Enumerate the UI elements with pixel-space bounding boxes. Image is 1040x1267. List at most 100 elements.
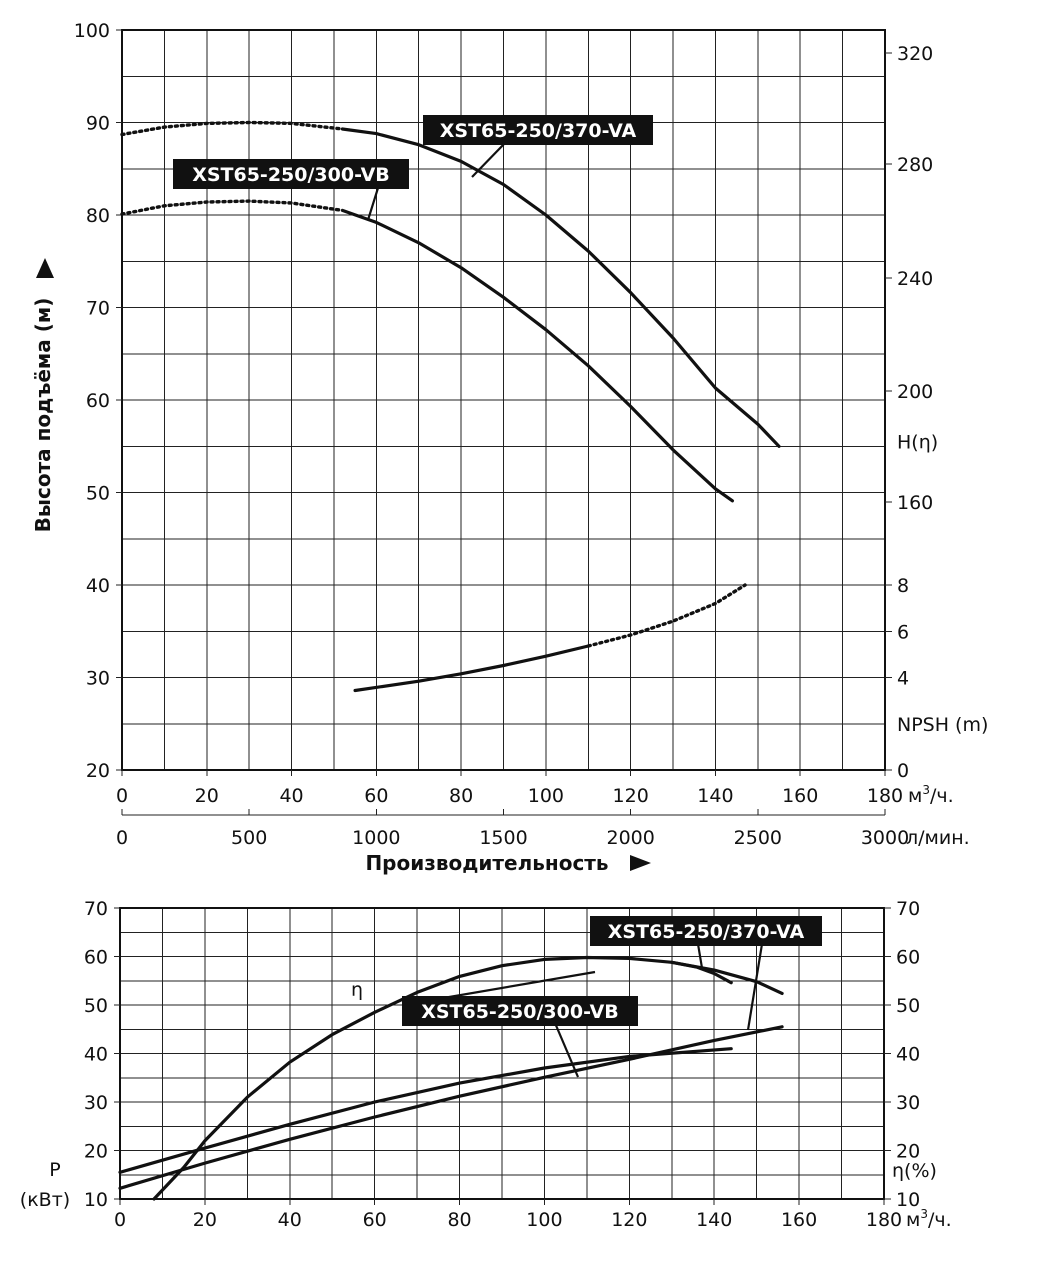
eta-axis-label: η(%) <box>892 1160 937 1182</box>
power-efficiency-chart: 20 30 40 50 60 70 10 P (кВт) 10 20 30 40 50 60 70 η(%) 0 2… <box>20 898 952 1231</box>
top-label-300: XST65-250/300-VB <box>173 159 409 189</box>
bottom-y-tick-label: 10 <box>84 1189 108 1211</box>
bottom-y-tick-label: 60 <box>84 947 108 969</box>
label-300-leader-p <box>553 1022 580 1078</box>
x-axis-arrow <box>630 855 651 871</box>
bottom-x-unit: м3/ч. <box>906 1207 952 1231</box>
bottom-x-tick-label: 100 <box>526 1209 562 1231</box>
bottom-x-tick-label: 0 <box>114 1209 126 1231</box>
right-head-tick-label: 160 <box>897 492 933 514</box>
bottom-label-300-text: XST65-250/300-VB <box>421 1001 619 1023</box>
top-y-tick-label: 60 <box>86 390 110 412</box>
head-0-curve <box>340 127 781 448</box>
eta-curve-label: η <box>351 979 363 1001</box>
top-label-300-text: XST65-250/300-VB <box>192 164 390 186</box>
p-axis-label: P <box>49 1159 60 1181</box>
top-label-370-box <box>423 115 653 145</box>
bottom-x-tick-label: 60 <box>363 1209 387 1231</box>
top-x-tick-label: 0 <box>116 785 128 807</box>
bottom-y-tick-label: 40 <box>84 1044 108 1066</box>
right-head-tick-label: 320 <box>897 43 933 65</box>
bottom-right-tick-label: 40 <box>896 1044 920 1066</box>
power-370-curve <box>118 1025 784 1190</box>
top-y-tick-label: 70 <box>86 298 110 320</box>
bottom-label-370-box <box>590 916 822 946</box>
head-0-curve-dotted <box>120 120 345 137</box>
top-y-tick-label: 50 <box>86 483 110 505</box>
top-y-tick-label: 40 <box>86 575 110 597</box>
label-300-leader <box>366 187 380 221</box>
bottom-x-tick-label: 20 <box>193 1209 217 1231</box>
x2-tick-label: 1500 <box>479 827 527 849</box>
top-x-tick-label: 180 <box>867 785 903 807</box>
bottom-label-370-text: XST65-250/370-VA <box>608 921 805 943</box>
top-label-370: XST65-250/370-VA <box>423 115 653 145</box>
eta-300-curve <box>670 960 733 985</box>
bottom-label-300: XST65-250/300-VB <box>402 996 638 1026</box>
right-head-tick-label: 240 <box>897 268 933 290</box>
top-x-tick-label: 40 <box>279 785 303 807</box>
x2-tick-label: 0 <box>116 827 128 849</box>
right-npsh-tick-label: 8 <box>897 575 909 597</box>
head-1-curve-dotted <box>120 199 345 216</box>
bottom-y-tick-label: 30 <box>84 1092 108 1114</box>
x-axis-title: Производительность <box>365 851 608 875</box>
top-x-tick-label: 100 <box>528 785 564 807</box>
x2-tick-label: 2500 <box>734 827 782 849</box>
x2-tick-label: 500 <box>231 827 267 849</box>
bottom-x-tick-label: 140 <box>696 1209 732 1231</box>
x2-unit: л/мин. <box>906 827 970 849</box>
top-y-tick-label: 80 <box>86 205 110 227</box>
top-label-370-text: XST65-250/370-VA <box>440 120 637 142</box>
bottom-x-tick-label: 160 <box>781 1209 817 1231</box>
label-370-leader-eta <box>696 943 704 969</box>
top-x-tick-label: 60 <box>364 785 388 807</box>
top-x-tick-label: 120 <box>613 785 649 807</box>
right-head-label: H(η) <box>897 432 938 454</box>
top-x-tick-label: 140 <box>697 785 733 807</box>
right-head-tick-label: 200 <box>897 381 933 403</box>
bottom-label-370: XST65-250/370-VA <box>590 916 822 946</box>
p-axis-unit: (кВт) <box>20 1189 70 1211</box>
right-npsh-tick-label: 4 <box>897 668 909 690</box>
x2-tick-label: 3000 <box>861 827 909 849</box>
right-head-tick-label: 280 <box>897 154 933 176</box>
top-y-tick-label: 90 <box>86 113 110 135</box>
y-axis-title: Высота подъёма (м) <box>31 298 55 533</box>
top-x-unit: м3/ч. <box>908 783 954 807</box>
bottom-y-tick-label: 20 <box>84 1141 108 1163</box>
bottom-x-tick-label: 120 <box>611 1209 647 1231</box>
top-y-tick-label: 30 <box>86 668 110 690</box>
bottom-x-tick-label: 180 <box>866 1209 902 1231</box>
top-y-tick-label: 100 <box>74 20 110 42</box>
y-axis-arrow <box>36 258 54 278</box>
x2-tick-label: 2000 <box>606 827 654 849</box>
bottom-x-tick-label: 40 <box>278 1209 302 1231</box>
right-npsh-tick-label: 6 <box>897 621 909 643</box>
top-y-tick-label: 20 <box>86 760 110 782</box>
bottom-right-tick-label: 50 <box>896 995 920 1017</box>
bottom-right-tick-label: 10 <box>896 1189 920 1211</box>
x2-tick-label: 1000 <box>352 827 400 849</box>
bottom-right-tick-label: 70 <box>896 898 920 920</box>
bottom-right-tick-label: 30 <box>896 1092 920 1114</box>
top-x-tick-label: 20 <box>195 785 219 807</box>
power-300-curve <box>118 1047 733 1174</box>
right-npsh-label: NPSH (m) <box>897 714 988 736</box>
bottom-right-tick-label: 60 <box>896 947 920 969</box>
top-label-300-box <box>173 159 409 189</box>
label-370-leader-p <box>746 943 764 1031</box>
npsh-curve <box>353 644 590 693</box>
right-npsh-tick-label: 0 <box>897 760 909 782</box>
bottom-label-300-box <box>402 996 638 1026</box>
top-x-tick-label: 160 <box>782 785 818 807</box>
bottom-right-tick-label: 20 <box>896 1141 920 1163</box>
head-1-curve <box>340 208 734 503</box>
bottom-x-tick-label: 80 <box>447 1209 471 1231</box>
npsh-curve-dotted <box>586 583 747 648</box>
bottom-y-tick-label: 50 <box>84 995 108 1017</box>
top-x-tick-label: 80 <box>449 785 473 807</box>
label-370-leader <box>471 142 506 178</box>
